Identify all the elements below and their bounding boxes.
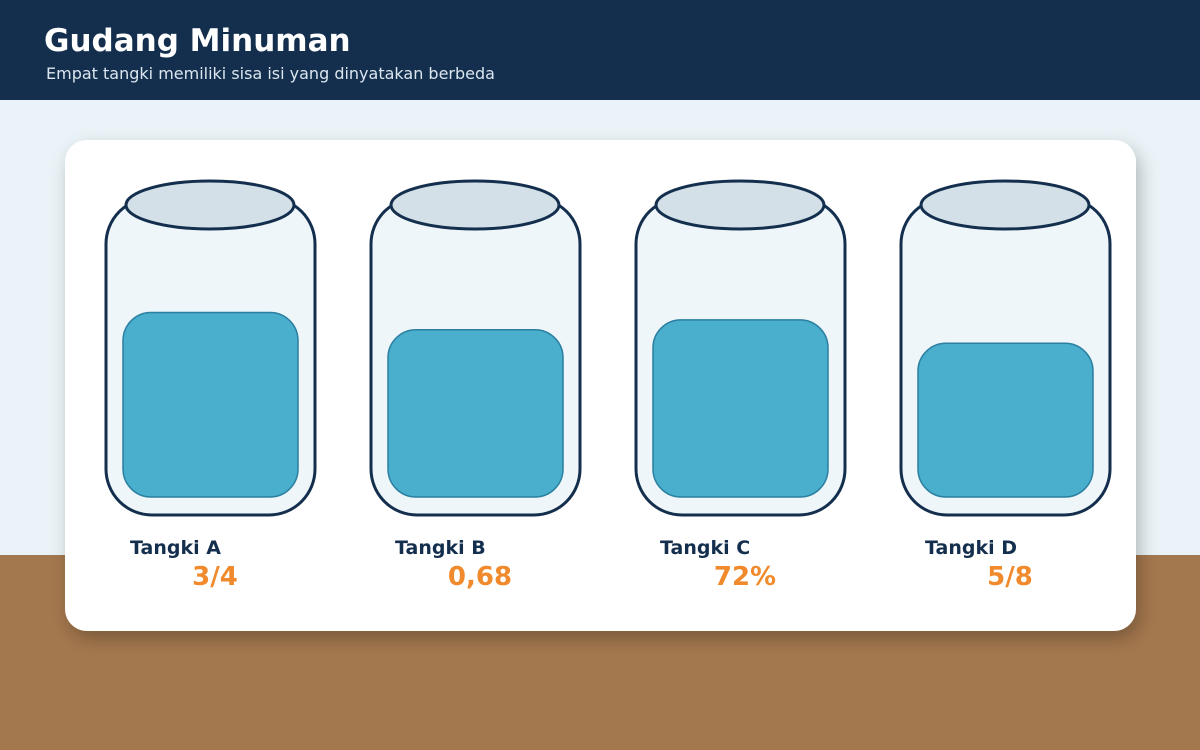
jar-lid	[389, 179, 561, 231]
tanks: Tangki A 3/4 Tangki B 0,68 Tangki C 72% Tangki…	[104, 179, 1112, 592]
tank-name: Tangki C	[660, 537, 750, 559]
jar-lid	[124, 179, 296, 231]
tank-value: 5/8	[987, 562, 1033, 592]
tank-name: Tangki B	[395, 537, 486, 559]
liquid	[387, 328, 564, 498]
liquid	[122, 311, 299, 498]
card	[65, 140, 1136, 631]
tank-value: 3/4	[192, 562, 238, 592]
tank-name: Tangki A	[130, 537, 221, 559]
header-bar	[0, 0, 1200, 100]
jar-lid	[654, 179, 826, 231]
liquid	[652, 319, 829, 498]
tank-value: 72%	[714, 562, 776, 592]
tank-value: 0,68	[448, 562, 512, 592]
title: Gudang Minuman	[44, 23, 351, 59]
jar-lid	[919, 179, 1091, 231]
tank-name: Tangki D	[925, 537, 1017, 559]
liquid	[917, 342, 1094, 498]
subtitle: Empat tangki memiliki sisa isi yang diny…	[46, 64, 495, 83]
